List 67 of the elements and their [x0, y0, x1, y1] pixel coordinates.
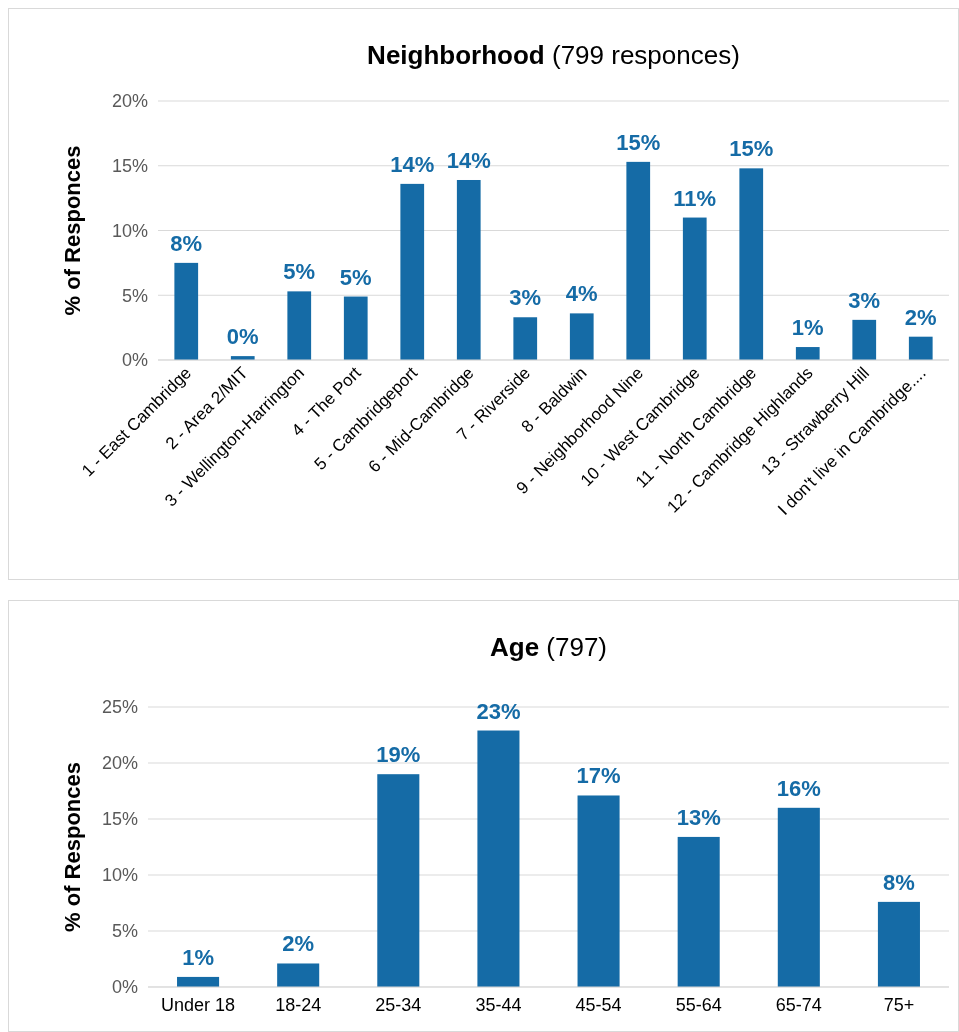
- chart-subtitle: (799 responces): [544, 40, 740, 70]
- bar: [477, 730, 520, 987]
- data-label: 8%: [883, 869, 915, 895]
- bar: [795, 347, 820, 360]
- bar: [682, 217, 707, 360]
- data-label: 3%: [509, 285, 542, 311]
- bar: [174, 262, 199, 360]
- y-tick-label: 20%: [111, 91, 148, 112]
- data-label: 15%: [616, 129, 661, 155]
- data-label: 4%: [565, 281, 598, 307]
- y-tick-label: 10%: [111, 220, 148, 241]
- bar: [908, 336, 933, 360]
- data-label: 16%: [776, 775, 821, 801]
- data-label: 5%: [339, 264, 372, 290]
- y-tick-label: 15%: [111, 156, 148, 177]
- x-tick-label: Under 18: [161, 995, 236, 1015]
- y-axis-title: % of Responces: [60, 762, 85, 932]
- bar: [400, 183, 425, 360]
- chart-title: Neighborhood: [367, 40, 545, 70]
- data-label: 11%: [673, 185, 717, 211]
- bar: [343, 296, 368, 360]
- bar: [513, 317, 538, 360]
- data-label: 3%: [848, 287, 881, 313]
- x-tick-label: 45-54: [575, 995, 622, 1015]
- bar: [626, 161, 651, 360]
- x-tick-label: 65-74: [775, 995, 822, 1015]
- bar: [287, 291, 312, 360]
- data-label: 19%: [376, 742, 421, 768]
- data-label: 23%: [476, 698, 521, 724]
- data-label: 13%: [676, 804, 721, 830]
- bar: [277, 963, 320, 987]
- bar: [877, 901, 920, 987]
- data-label: 8%: [170, 230, 203, 256]
- data-label: 17%: [576, 763, 621, 789]
- bar: [852, 319, 877, 360]
- x-tick-label: 75+: [883, 995, 915, 1015]
- data-label: 0%: [226, 324, 259, 350]
- y-tick-label: 5%: [111, 921, 138, 942]
- y-tick-label: 15%: [101, 809, 138, 830]
- bar: [569, 313, 594, 360]
- y-tick-label: 20%: [101, 753, 138, 774]
- data-label: 1%: [182, 944, 214, 970]
- bar: [456, 180, 481, 360]
- data-label: 5%: [283, 259, 316, 285]
- x-tick-label: 55-64: [675, 995, 722, 1015]
- y-tick-label: 5%: [121, 285, 148, 306]
- x-tick-label: 25-34: [375, 995, 422, 1015]
- chart-subtitle: (797): [539, 632, 608, 662]
- y-tick-label: 25%: [101, 697, 138, 718]
- data-label: 14%: [390, 151, 435, 177]
- bar: [777, 807, 820, 987]
- x-tick-label: 18-24: [275, 995, 322, 1015]
- y-axis-title: % of Responces: [60, 145, 85, 316]
- data-label: 2%: [904, 304, 937, 330]
- bar: [677, 836, 720, 987]
- data-label: 1%: [791, 315, 824, 341]
- bar: [377, 774, 420, 987]
- x-tick-label: 35-44: [475, 995, 522, 1015]
- y-tick-label: 0%: [121, 350, 148, 371]
- y-tick-label: 10%: [101, 865, 138, 886]
- data-label: 14%: [446, 147, 491, 173]
- bar: [739, 168, 764, 360]
- chart-title: Age: [489, 632, 540, 662]
- bar: [577, 795, 620, 987]
- data-label: 2%: [282, 931, 315, 957]
- y-tick-label: 0%: [111, 977, 138, 998]
- data-label: 15%: [729, 136, 774, 162]
